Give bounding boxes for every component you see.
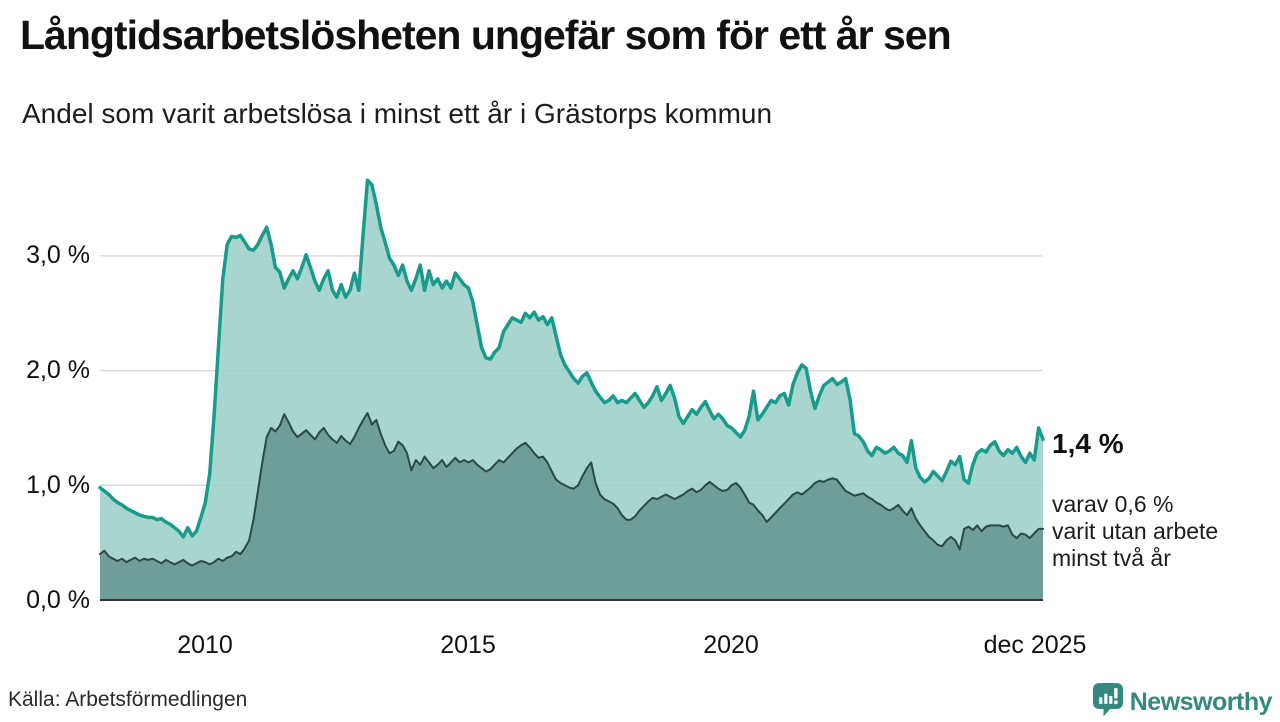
x-tick-dec-2025: dec 2025 bbox=[983, 631, 1087, 659]
y-tick-3: 3,0 % bbox=[26, 241, 90, 269]
newsworthy-wordmark: Newsworthy bbox=[1129, 688, 1273, 716]
x-tick-2010: 2010 bbox=[177, 631, 233, 659]
y-tick-0: 0,0 % bbox=[26, 586, 90, 614]
latest-total-annotation: 1,4 % bbox=[1052, 428, 1124, 459]
page-title: Långtidsarbetslösheten ungefär som för e… bbox=[20, 12, 952, 58]
two-year-share-annotation: varav 0,6 % varit utan arbete minst två … bbox=[1052, 491, 1219, 571]
y-tick-1: 1,0 % bbox=[26, 471, 90, 499]
x-tick-2015: 2015 bbox=[440, 631, 496, 659]
page-subtitle: Andel som varit arbetslösa i minst ett å… bbox=[22, 98, 773, 129]
source-label: Källa: Arbetsförmedlingen bbox=[8, 688, 248, 711]
newsworthy-speech-bubble-chart-icon bbox=[1092, 683, 1123, 722]
newsworthy-logo: Newsworthy bbox=[1092, 683, 1273, 722]
x-tick-2020: 2020 bbox=[703, 631, 759, 659]
y-tick-2: 2,0 % bbox=[26, 356, 90, 384]
